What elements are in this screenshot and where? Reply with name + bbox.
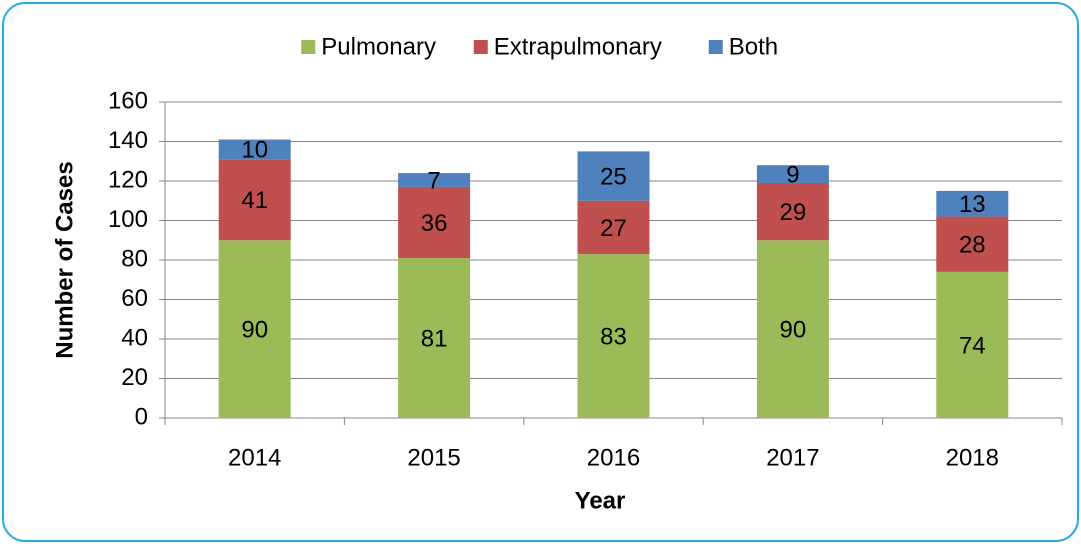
bar-segment — [577, 151, 650, 201]
data-label: 83 — [600, 323, 627, 350]
x-tick-label: 2015 — [407, 444, 460, 471]
data-label: 90 — [241, 316, 268, 343]
bar-segment — [398, 186, 471, 259]
bar-segment — [756, 240, 829, 418]
y-axis-title: Number of Cases — [51, 161, 78, 358]
data-label: 74 — [959, 332, 986, 359]
data-label: 27 — [600, 215, 627, 242]
y-tick-label: 120 — [108, 166, 148, 193]
data-label: 41 — [241, 187, 268, 214]
y-tick-label: 20 — [121, 364, 148, 391]
x-tick-label: 2014 — [228, 444, 281, 471]
x-tick-label: 2016 — [587, 444, 640, 471]
y-tick-label: 80 — [121, 245, 148, 272]
bar-segment — [936, 216, 1009, 272]
legend-swatch — [301, 40, 316, 54]
x-tick-label: 2017 — [766, 444, 819, 471]
y-tick-label: 100 — [108, 206, 148, 233]
bar-segment — [756, 182, 829, 241]
data-label: 25 — [600, 163, 627, 190]
y-tick-label: 160 — [108, 87, 148, 114]
bar-segment — [218, 139, 291, 160]
bar-segment — [398, 258, 471, 418]
y-tick-label: 60 — [121, 285, 148, 312]
legend-label: Both — [729, 33, 778, 60]
x-axis-title: Year — [575, 487, 626, 514]
bar-segment — [218, 159, 291, 241]
legend-label: Extrapulmonary — [494, 33, 662, 60]
data-label: 13 — [959, 191, 986, 218]
data-label: 90 — [780, 316, 807, 343]
y-tick-label: 40 — [121, 324, 148, 351]
y-tick-label: 0 — [135, 403, 148, 430]
bar-segment — [936, 190, 1009, 217]
data-label: 28 — [959, 232, 986, 259]
bar-segment — [756, 165, 829, 183]
bar-segment — [218, 240, 291, 418]
bar-segment — [936, 271, 1009, 418]
bar-segment — [398, 173, 471, 187]
data-label: 7 — [427, 167, 440, 194]
data-label: 10 — [241, 137, 268, 164]
legend-swatch — [708, 40, 723, 54]
bar-segment — [577, 200, 650, 255]
data-label: 36 — [421, 210, 448, 237]
data-label: 29 — [780, 199, 807, 226]
data-label: 81 — [421, 325, 448, 352]
legend-label: Pulmonary — [321, 33, 436, 60]
bar-segment — [577, 254, 650, 418]
y-tick-label: 140 — [108, 127, 148, 154]
x-tick-label: 2018 — [946, 444, 999, 471]
legend-swatch — [473, 40, 488, 54]
data-label: 9 — [786, 161, 799, 188]
